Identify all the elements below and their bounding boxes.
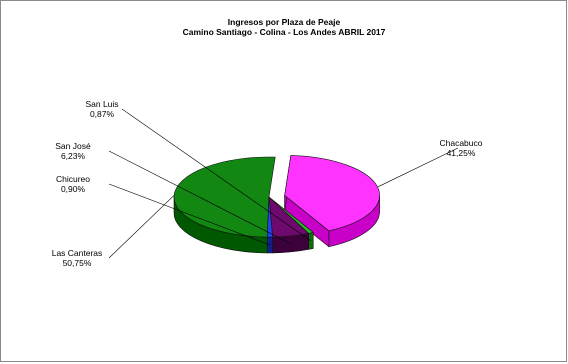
- slice-percent-chacabuco: 41,25%: [447, 148, 476, 158]
- slice-percent-san-jose: 6,23%: [61, 151, 86, 161]
- leader-line-san-luis: [121, 108, 312, 242]
- slice-percent-las-canteras: 50,75%: [63, 258, 92, 268]
- leader-line-chacabuco: [377, 147, 459, 188]
- slice-name-chacabuco: Chacabuco: [439, 138, 482, 148]
- leader-line-las-canteras: [108, 195, 175, 259]
- leader-line-san-jose: [108, 150, 292, 245]
- slice-name-las-canteras: Las Canteras: [52, 248, 103, 258]
- slice-percent-chicureo: 0,90%: [61, 184, 86, 194]
- slice-percent-san-luis: 0,87%: [90, 109, 115, 119]
- slice-name-san-jose: San José: [55, 141, 91, 151]
- slice-name-san-luis: San Luis: [85, 99, 118, 109]
- leader-line-chicureo: [108, 183, 271, 246]
- chart-title: Ingresos por Plaza de Peaje: [228, 17, 341, 27]
- pie-slice-chacabuco: [284, 155, 380, 248]
- pie-slice-las-canteras: [173, 156, 276, 254]
- slice-name-chicureo: Chicureo: [56, 174, 90, 184]
- chart-subtitle: Camino Santiago - Colina - Los Andes ABR…: [183, 27, 386, 37]
- pie-slice-san-jose: [268, 196, 310, 254]
